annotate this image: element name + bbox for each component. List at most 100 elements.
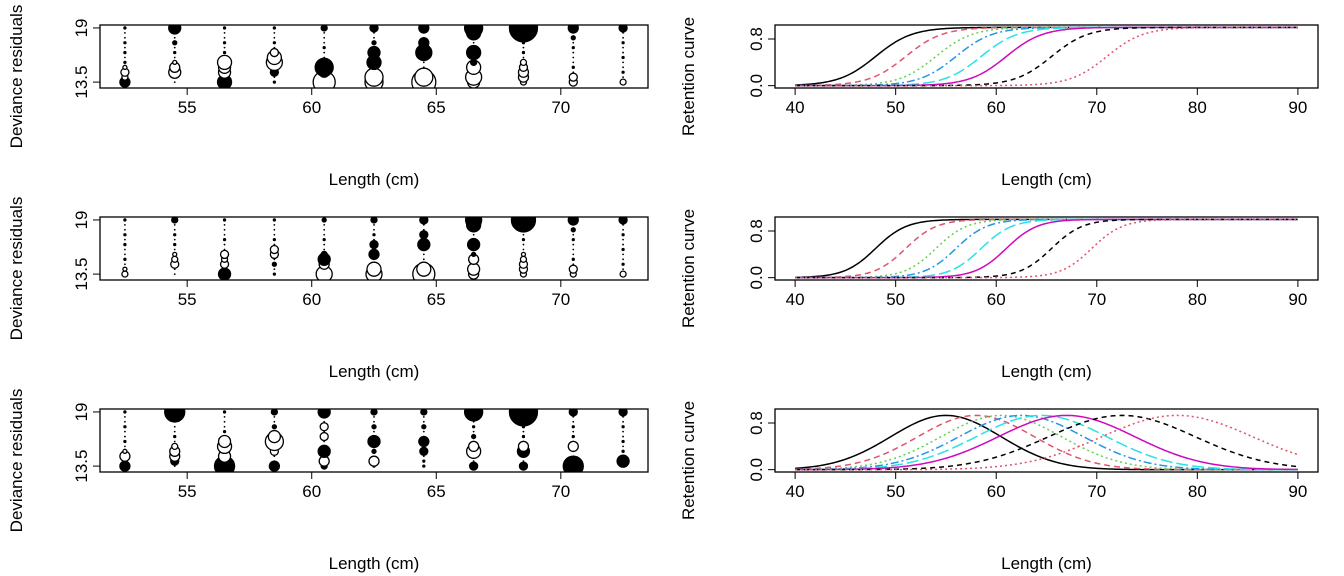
y-tick-label: 0.8 <box>747 219 766 243</box>
bubble-point <box>419 446 429 456</box>
panel-bubble-1: 55 60 65 70 13.5 19 Length (cm) <box>72 18 649 189</box>
y-tick-label: 19 <box>72 402 91 421</box>
bubble-point <box>123 257 127 261</box>
bubble-point <box>468 461 479 471</box>
grid-dot <box>323 243 326 246</box>
x-tick-label: 60 <box>302 98 321 117</box>
bubble-point <box>370 409 378 416</box>
x-tick-label: 50 <box>886 98 905 117</box>
grid-dot <box>373 415 375 418</box>
grid-dot <box>622 36 624 39</box>
grid-dot <box>373 420 375 423</box>
grid-dot <box>173 273 176 275</box>
grid-dot <box>124 248 126 251</box>
grid-dot <box>422 420 425 423</box>
retention-curve-5 <box>795 414 1298 471</box>
retention-curve-8 <box>795 26 1298 87</box>
x-tick-label: 80 <box>1188 98 1207 117</box>
grid-dot <box>124 445 126 448</box>
bubble-point <box>123 60 127 65</box>
bubble-point <box>618 409 628 417</box>
plot-frame <box>774 408 1319 473</box>
bubble-point <box>510 217 537 233</box>
bubble-point <box>465 44 482 61</box>
bubble-point <box>616 454 630 468</box>
grid-dot <box>273 31 276 34</box>
bubble-point <box>173 233 177 237</box>
grid-dot <box>472 430 475 433</box>
bubble-point <box>319 422 329 432</box>
x-axis-label: Length (cm) <box>1001 362 1092 381</box>
bubble-point <box>619 78 627 86</box>
x-tick-label: 55 <box>178 98 197 117</box>
bubble-point <box>508 409 539 427</box>
bubble-point <box>222 26 227 30</box>
grid-dot <box>223 243 226 246</box>
bubble-point <box>367 434 381 449</box>
bubble-point <box>222 410 227 414</box>
bubble-point <box>168 25 182 35</box>
bubble-point <box>122 266 128 272</box>
bubble-point <box>470 251 477 258</box>
grid-dot <box>373 228 375 231</box>
bubble-point <box>267 429 282 444</box>
bubble-point <box>416 261 432 277</box>
bubble-point <box>222 429 227 434</box>
bubble-point <box>173 434 177 439</box>
grid-dot <box>572 233 575 236</box>
grid-dot <box>422 258 425 261</box>
bubble-plot-area <box>119 25 628 88</box>
bubble-point <box>371 40 377 46</box>
grid-dot <box>223 31 226 34</box>
retention-curve-8 <box>795 218 1298 279</box>
bubble-point <box>463 409 484 422</box>
grid-dot <box>572 243 575 246</box>
bubble-point <box>322 45 326 50</box>
bubble-point <box>222 50 227 55</box>
x-tick-label: 55 <box>178 482 197 501</box>
bubble-point <box>123 50 127 55</box>
panel-curve-1: 40 50 60 70 80 90 0.0 0.8 Length (cm) <box>747 24 1319 189</box>
grid-dot <box>273 223 276 226</box>
grid-dot <box>572 51 575 54</box>
bubble-point <box>123 410 127 414</box>
grid-dot <box>223 228 226 231</box>
grid-dot <box>273 268 276 271</box>
bubble-point <box>618 25 628 33</box>
x-tick-label: 40 <box>786 482 805 501</box>
grid-dot <box>373 430 375 433</box>
bubble-point <box>173 242 177 247</box>
grid-dot <box>622 243 624 246</box>
grid-dot <box>472 41 475 44</box>
bubble-point <box>123 41 127 45</box>
curve-plot-area <box>795 218 1298 279</box>
x-tick-label: 70 <box>551 98 570 117</box>
grid-dot <box>622 430 624 433</box>
retention-curve-4 <box>795 414 1298 471</box>
bubble-point <box>517 440 530 453</box>
x-tick-label: 80 <box>1188 482 1207 501</box>
plot-frame <box>99 216 649 281</box>
bubble-point <box>367 45 381 60</box>
grid-dot <box>124 263 126 266</box>
bubble-point <box>272 26 277 30</box>
bubble-point <box>621 41 625 45</box>
y-tick-label: 0.0 <box>747 458 766 482</box>
grid-dot <box>622 268 624 271</box>
y-tick-label: 0.8 <box>747 411 766 435</box>
bubble-point <box>470 433 477 440</box>
bubble-point <box>319 431 329 442</box>
bubble-point <box>518 461 529 471</box>
bubble-point <box>372 233 376 237</box>
curve-plot-area <box>795 414 1299 471</box>
y-tick-label: 0.0 <box>747 74 766 98</box>
grid-dot <box>273 415 276 418</box>
bubble-point <box>418 25 430 34</box>
bubble-point <box>122 448 128 454</box>
grid-dot <box>572 420 575 423</box>
bubble-point <box>317 444 331 458</box>
grid-dot <box>622 238 624 241</box>
grid-dot <box>572 430 575 433</box>
grid-dot <box>572 41 575 44</box>
